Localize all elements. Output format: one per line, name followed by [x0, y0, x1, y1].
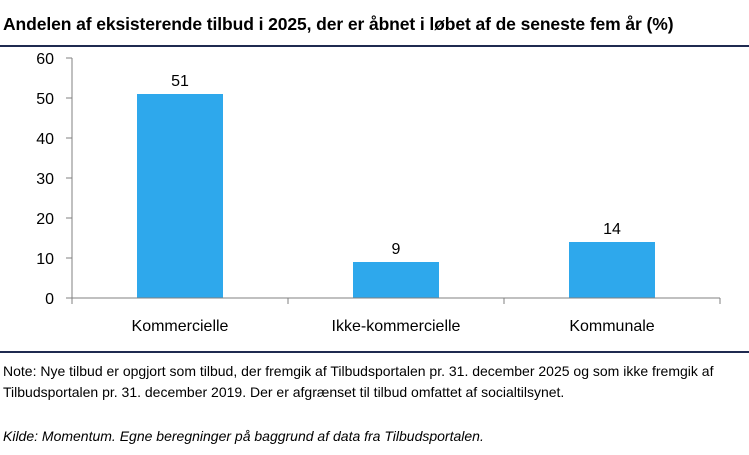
- bars: 51 9 14: [137, 73, 655, 298]
- y-tick-label: 50: [36, 91, 54, 108]
- bar-kommunale: [569, 242, 655, 298]
- data-label: 51: [171, 73, 189, 90]
- y-tick-label: 20: [36, 211, 54, 228]
- divider-rule: [0, 351, 749, 353]
- bar-kommercielle: [137, 94, 223, 298]
- y-tick-label: 60: [36, 51, 54, 68]
- top-rule: [0, 45, 749, 47]
- y-tick-label: 10: [36, 251, 54, 268]
- y-axis: 0 10 20 30 40 50 60: [36, 51, 73, 308]
- x-axis: Kommercielle Ikke-kommercielle Kommunale: [71, 297, 721, 335]
- y-tick-label: 0: [45, 291, 54, 308]
- chart-source: Kilde: Momentum. Egne beregninger på bag…: [3, 428, 484, 444]
- y-tick-label: 40: [36, 131, 54, 148]
- data-label: 14: [603, 221, 621, 238]
- chart-note: Note: Nye tilbud er opgjort som tilbud, …: [3, 363, 714, 400]
- chart-title: Andelen af eksisterende tilbud i 2025, d…: [3, 14, 674, 34]
- x-tick-label: Ikke-kommercielle: [332, 318, 461, 335]
- bar-ikke-kommercielle: [353, 262, 439, 298]
- y-tick-label: 30: [36, 171, 54, 188]
- bar-chart: 0 10 20 30 40 50 60 51 9 14 Kommercielle Ikke-kom…: [36, 51, 721, 335]
- data-label: 9: [392, 241, 401, 258]
- x-tick-label: Kommercielle: [132, 318, 229, 335]
- x-tick-label: Kommunale: [569, 318, 654, 335]
